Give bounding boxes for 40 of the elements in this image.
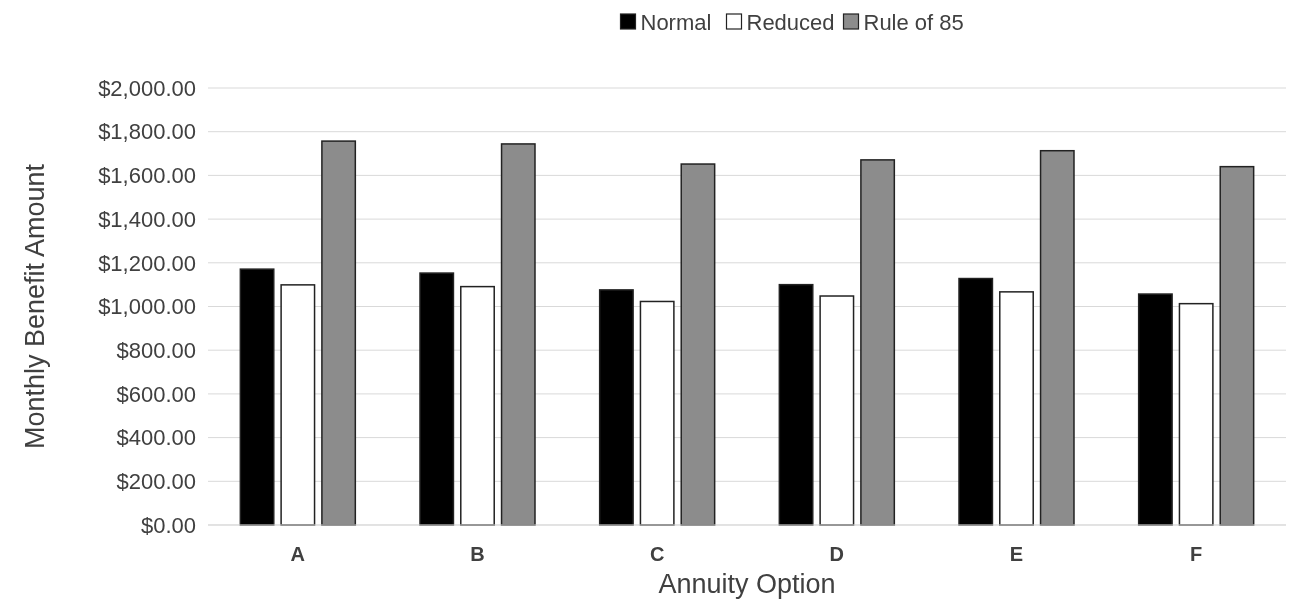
- y-tick-label: $2,000.00: [98, 75, 196, 101]
- bar: [239, 268, 275, 526]
- x-tick-label: B: [470, 543, 485, 565]
- legend-label: Reduced: [746, 9, 835, 35]
- x-axis-title: Annuity Option: [658, 569, 836, 599]
- bar: [778, 283, 814, 526]
- y-tick-label: $1,600.00: [98, 163, 196, 189]
- bar: [460, 285, 495, 526]
- x-tick-label: D: [829, 543, 845, 565]
- x-tick-label: A: [290, 543, 306, 565]
- x-tick-label: F: [1190, 543, 1203, 565]
- bar: [1178, 302, 1214, 526]
- y-tick-label: $600.00: [116, 381, 196, 407]
- bar: [860, 159, 896, 526]
- bar: [321, 140, 357, 526]
- y-axis-title: Monthly Benefit Amount: [20, 163, 50, 450]
- legend-label: Rule of 85: [863, 9, 964, 35]
- bar: [1219, 165, 1255, 526]
- bar: [958, 277, 994, 526]
- y-tick-label: $400.00: [116, 425, 196, 451]
- bar: [1137, 293, 1173, 526]
- bar: [999, 291, 1034, 526]
- y-tick-label: $1,400.00: [98, 206, 196, 232]
- bar: [819, 295, 855, 526]
- y-tick-label: $200.00: [116, 469, 196, 494]
- bar: [419, 272, 455, 526]
- bar: [1039, 149, 1075, 526]
- bar: [639, 300, 675, 526]
- bar: [280, 284, 316, 526]
- legend-label: Normal: [640, 9, 712, 35]
- bar: [598, 289, 634, 526]
- y-tick-label: $1,200.00: [98, 250, 196, 276]
- y-tick-label: $800.00: [116, 337, 196, 363]
- x-tick-label: E: [1009, 543, 1024, 565]
- y-tick-label: $1,800.00: [98, 119, 196, 145]
- y-tick-label: $1,000.00: [98, 294, 196, 320]
- bar: [500, 143, 536, 526]
- bar: [680, 163, 716, 526]
- x-tick-label: C: [649, 543, 665, 565]
- y-tick-label: $0.00: [140, 512, 196, 538]
